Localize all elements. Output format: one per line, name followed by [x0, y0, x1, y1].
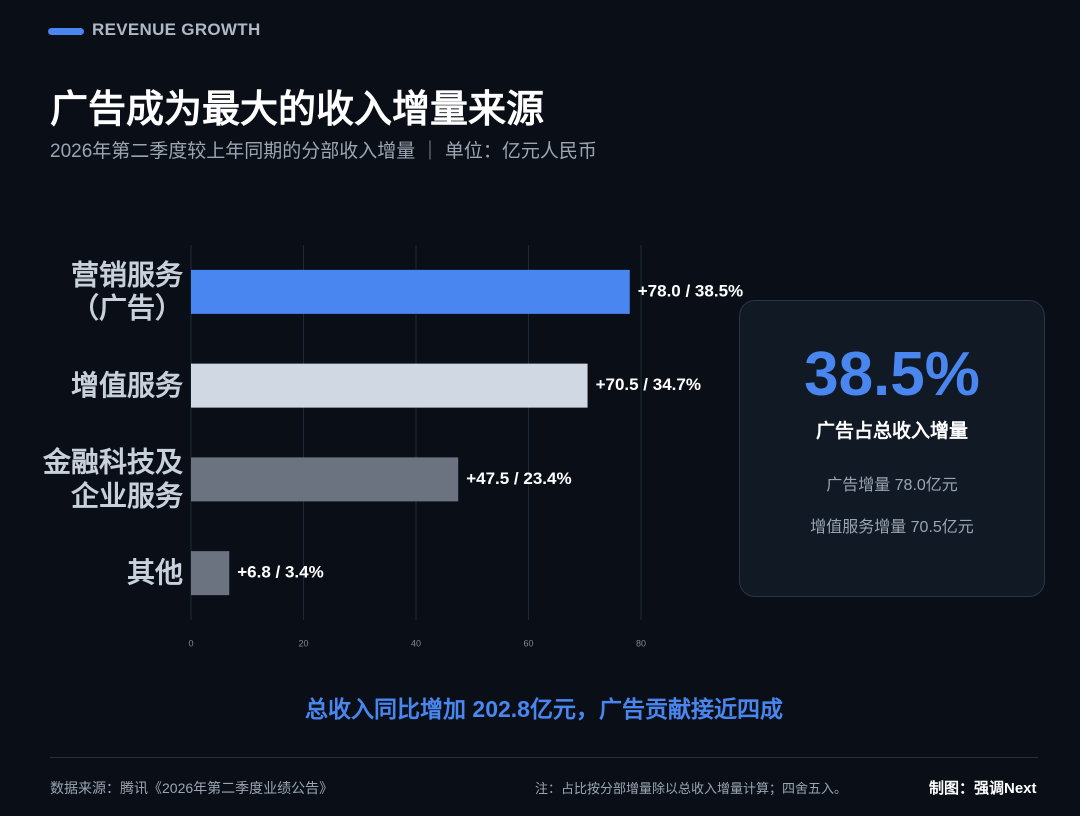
bar [191, 269, 630, 314]
bar [191, 551, 230, 596]
callout-line: 广告增量 78.0亿元 [826, 477, 958, 494]
footer-rule [50, 757, 1038, 758]
note: 注：占比按分部增量除以总收入增量计算；四舍五入。 [535, 781, 848, 796]
callout-value: 38.5% [804, 340, 980, 409]
callout-line: 增值服务增量 70.5亿元 [810, 519, 974, 536]
x-tick-label: 60 [523, 638, 533, 648]
bar [191, 363, 588, 408]
bar [191, 457, 459, 502]
value-label: +78.0 / 38.5% [638, 281, 743, 300]
summary: 总收入同比增加 202.8亿元，广告贡献接近四成 [305, 696, 783, 722]
category-label: 金融科技及企业服务 [42, 446, 183, 512]
kicker-accent [48, 28, 84, 35]
x-tick-label: 40 [411, 638, 421, 648]
subtitle: 2026年第二季度较上年同期的分部收入增量 ｜ 单位：亿元人民币 [50, 141, 597, 162]
credit: 制图：强调Next [929, 780, 1037, 797]
category-label: 其他 [126, 557, 183, 589]
category-label: 增值服务 [70, 369, 183, 401]
x-tick-label: 20 [298, 638, 308, 648]
callout-lines: 广告增量 78.0亿元 增值服务增量 70.5亿元 [740, 471, 1044, 537]
title: 广告成为最大的收入增量来源 [50, 89, 545, 131]
callout-label: 广告占总收入增量 [815, 421, 968, 442]
value-label: +70.5 / 34.7% [596, 375, 701, 394]
x-tick-label: 80 [636, 638, 646, 648]
callout-card: 38.5% 广告占总收入增量 广告增量 78.0亿元 增值服务增量 70.5亿元 [739, 300, 1045, 597]
category-label: 营销服务（广告） [70, 259, 183, 324]
value-label: +47.5 / 23.4% [466, 469, 571, 488]
source: 数据来源：腾讯《2026年第二季度业绩公告》 [50, 780, 334, 796]
value-label: +6.8 / 3.4% [237, 563, 323, 582]
kicker: REVENUE GROWTH [92, 20, 261, 39]
x-tick-label: 0 [188, 638, 193, 648]
